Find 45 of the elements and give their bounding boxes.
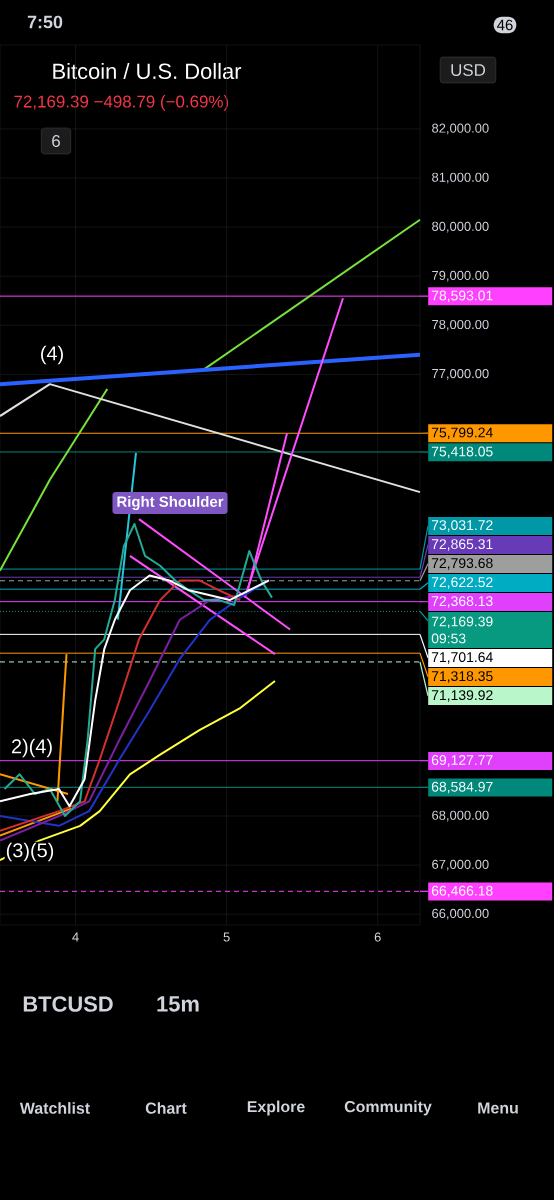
ref-line-label: 72,865.31: [431, 539, 493, 551]
text: BTCUSD: [23, 996, 113, 1012]
y-tick-label: 81,000.00: [432, 172, 489, 184]
ref-line-label: 72,622.52: [431, 577, 493, 589]
text: 46: [497, 19, 513, 31]
text: 7:50: [27, 15, 63, 29]
y-tick-label: 79,000.00: [432, 270, 489, 282]
ref-line-label: 68,584.97: [431, 781, 493, 794]
annotation: 6: [52, 135, 60, 147]
ref-line-label: 72,793.68: [431, 558, 493, 570]
ref-line-label: 72,368.13: [431, 596, 493, 608]
annotation: (3)(5): [6, 842, 54, 862]
text: USD: [451, 64, 486, 76]
text: Watchlist: [19, 1102, 90, 1114]
x-tick-label: 4: [72, 932, 79, 942]
ref-line-label: 71,139.92: [431, 690, 493, 702]
text: Explore: [247, 1100, 305, 1116]
y-tick-label: 80,000.00: [432, 221, 489, 233]
text: Bitcoin / U.S. Dollar: [53, 62, 242, 80]
text: 72,169.39 −498.79 (−0.69%): [14, 95, 229, 111]
y-tick-label: 66,000.00: [432, 908, 489, 920]
y-tick-label: 67,000.00: [432, 859, 489, 871]
annotation: Right Shoulder: [117, 496, 224, 510]
ref-line-label: 75,799.24: [431, 427, 493, 440]
text: Menu: [478, 1102, 518, 1114]
y-tick-label: 77,000.00: [432, 368, 489, 380]
text: 09:53: [431, 633, 466, 644]
y-tick-label: 82,000.00: [432, 123, 489, 135]
ref-line-label: 72,169.39: [431, 616, 493, 629]
ref-line-label: 75,418.05: [431, 446, 493, 459]
x-tick-label: 5: [223, 932, 230, 942]
x-tick-label: 6: [374, 932, 381, 942]
text: 15m: [157, 996, 199, 1012]
ref-line-label: 71,318.35: [431, 671, 493, 683]
y-tick-label: 78,000.00: [432, 319, 489, 331]
annotation: 2)(4): [11, 738, 52, 758]
ref-line-label: 73,031.72: [431, 520, 493, 532]
text: Chart: [145, 1102, 187, 1114]
text: Community: [344, 1100, 432, 1116]
ref-line-label: 69,127.77: [431, 755, 493, 767]
annotation: (4): [41, 345, 63, 365]
y-tick-label: 68,000.00: [432, 810, 489, 822]
ref-line-label: 78,593.01: [431, 290, 493, 303]
ref-line-label: 66,466.18: [431, 885, 493, 898]
ref-line-label: 71,701.64: [431, 652, 493, 664]
